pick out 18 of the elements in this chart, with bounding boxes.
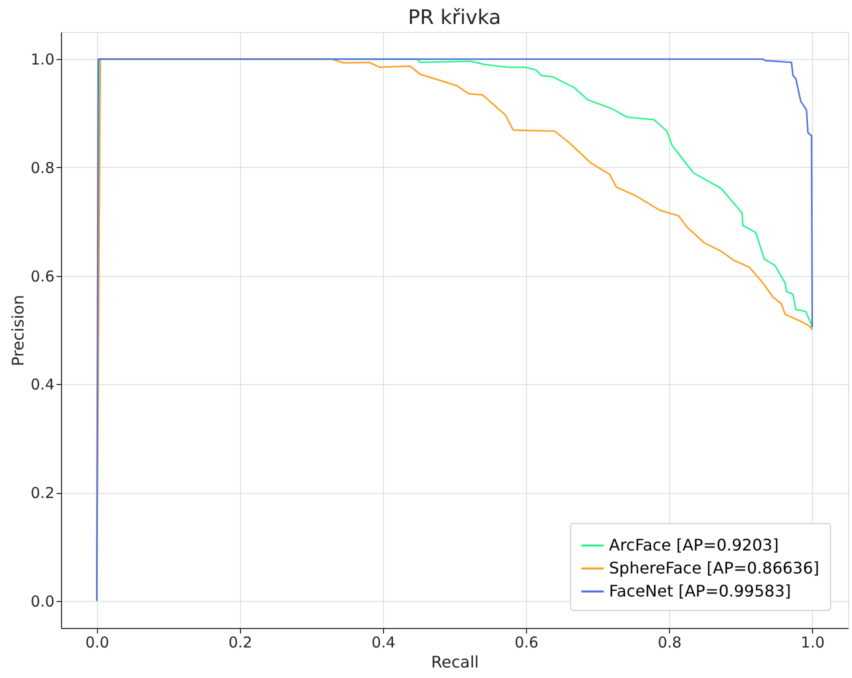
y-tick-label: 0.4: [30, 376, 54, 394]
y-axis-title: Precision: [8, 294, 28, 366]
y-tick-label: 1.0: [30, 50, 54, 69]
x-axis-title: Recall: [431, 652, 479, 672]
legend-label: FaceNet [AP=0.99583]: [609, 582, 791, 600]
x-tick-label: 0.6: [514, 634, 538, 652]
legend-label: SphereFace [AP=0.86636]: [609, 558, 820, 578]
y-tick-label: 0.0: [30, 592, 54, 610]
y-tick-label: 0.6: [30, 267, 54, 286]
chart-title: PR křivka: [408, 5, 501, 29]
x-tick-label: 0.2: [228, 634, 252, 652]
y-tick-label: 0.2: [30, 484, 54, 502]
x-tick-label: 0.4: [372, 634, 396, 652]
x-tick-label: 0.8: [658, 634, 682, 652]
x-tick-label: 1.0: [800, 634, 825, 652]
y-tick-label: 0.8: [30, 158, 54, 177]
x-tick-label: 0.0: [85, 634, 110, 652]
legend-label: ArcFace [AP=0.9203]: [609, 536, 779, 554]
